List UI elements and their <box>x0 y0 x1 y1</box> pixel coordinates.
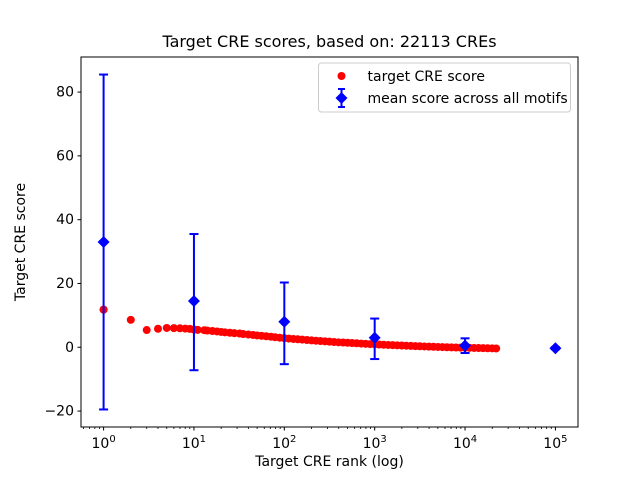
y-tick-label: 80 <box>56 85 74 101</box>
target-score-point <box>162 323 171 332</box>
target-score-point <box>142 326 151 335</box>
y-tick-label: −20 <box>44 404 74 420</box>
mean-score-diamond <box>368 331 381 344</box>
y-tick-label: 60 <box>56 148 74 164</box>
x-axis: 100 101 102 103 104 105 <box>83 427 568 452</box>
mean-score-diamond <box>459 339 472 352</box>
plot-frame <box>80 56 579 428</box>
legend-label-mean: mean score across all motifs <box>368 91 568 107</box>
mean-score-diamond <box>187 295 200 308</box>
target-score-point <box>126 315 135 324</box>
legend-target-marker <box>337 72 346 80</box>
legend-box <box>318 62 571 113</box>
target-score-point <box>169 324 178 333</box>
x-tick-label: 100 <box>91 434 115 452</box>
x-tick-label: 104 <box>453 434 477 452</box>
y-tick-label: 0 <box>65 340 74 356</box>
x-tick-label: 101 <box>182 434 206 452</box>
axes-spines <box>80 56 579 428</box>
mean-score-diamond <box>278 315 291 328</box>
y-axis: −20 0 20 40 60 80 <box>44 85 81 420</box>
legend-label-target: target CRE score <box>368 69 485 85</box>
legend: target CRE score mean score across all mo… <box>318 62 571 113</box>
target-score-point <box>492 344 501 353</box>
chart-title: Target CRE scores, based on: 22113 CREs <box>161 32 496 51</box>
y-axis-label: Target CRE score <box>13 183 29 302</box>
legend-mean-marker <box>335 92 348 104</box>
x-tick-label: 102 <box>272 434 296 452</box>
target-score-series <box>99 305 501 353</box>
mean-score-diamond <box>549 342 562 355</box>
chart-labels: Target CRE scores, based on: 22113 CREs T… <box>13 32 497 470</box>
mean-score-series <box>97 73 562 411</box>
x-axis-label: Target CRE rank (log) <box>254 454 404 470</box>
target-score-point <box>153 324 162 333</box>
x-tick-label: 105 <box>543 434 567 452</box>
x-tick-label: 103 <box>363 434 387 452</box>
y-tick-label: 40 <box>56 212 74 228</box>
mean-score-diamond <box>97 236 110 248</box>
y-tick-label: 20 <box>56 276 74 292</box>
target-score-point <box>193 325 202 334</box>
